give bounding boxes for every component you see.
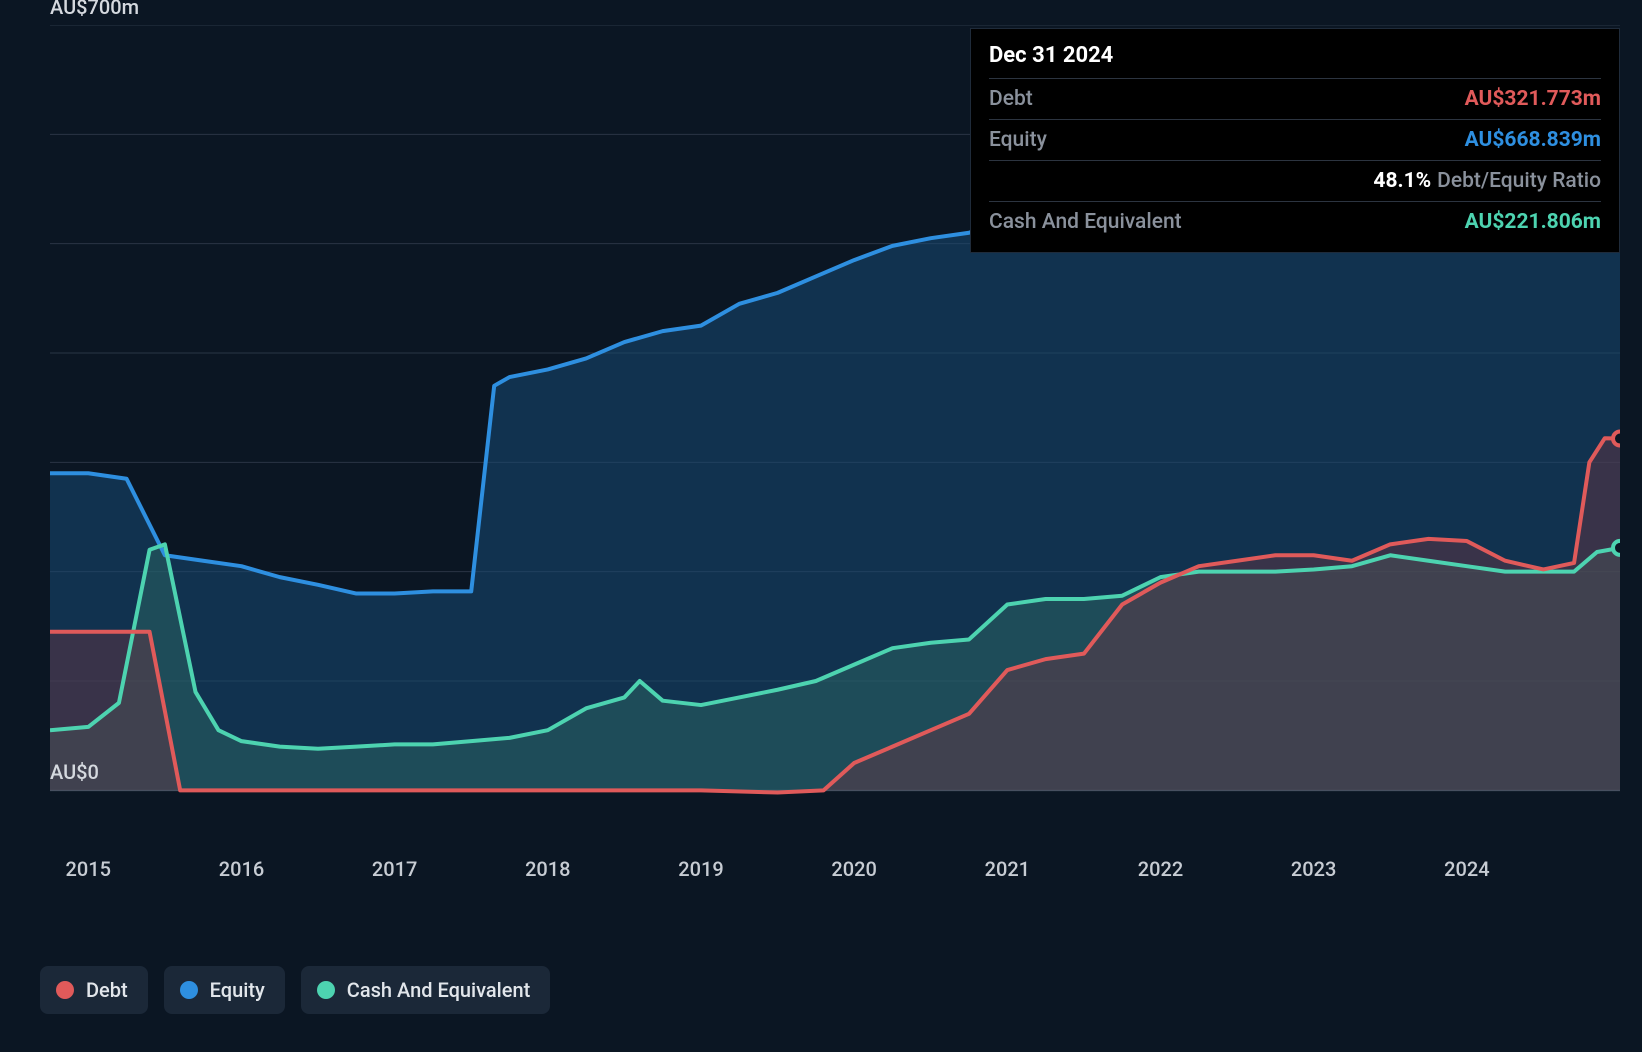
chart-legend: Debt Equity Cash And Equivalent bbox=[40, 966, 550, 1014]
tooltip-row-value: AU$668.839m bbox=[1465, 128, 1601, 152]
tooltip-row: Cash And Equivalent AU$221.806m bbox=[989, 201, 1601, 242]
tooltip-rows: Debt AU$321.773m Equity AU$668.839m 48.1%Deb… bbox=[989, 78, 1601, 242]
x-axis-label: 2015 bbox=[66, 857, 111, 881]
x-axis-label: 2017 bbox=[372, 857, 417, 881]
x-axis-label: 2022 bbox=[1138, 857, 1183, 881]
legend-item-debt[interactable]: Debt bbox=[40, 966, 148, 1014]
tooltip-row-value: AU$221.806m bbox=[1465, 210, 1601, 234]
legend-label: Equity bbox=[210, 978, 265, 1002]
x-axis-label: 2024 bbox=[1444, 857, 1489, 881]
tooltip-row-label: Cash And Equivalent bbox=[989, 210, 1182, 234]
legend-label: Cash And Equivalent bbox=[347, 978, 531, 1002]
chart-tooltip: Dec 31 2024 Debt AU$321.773m Equity AU$668.… bbox=[970, 28, 1620, 253]
cash-dot-icon bbox=[317, 981, 335, 999]
x-axis-label: 2018 bbox=[525, 857, 570, 881]
x-axis-label: 2019 bbox=[678, 857, 723, 881]
equity-dot-icon bbox=[180, 981, 198, 999]
debt-dot-icon bbox=[56, 981, 74, 999]
x-axis-label: 2016 bbox=[219, 857, 264, 881]
x-axis-label: 2021 bbox=[985, 857, 1030, 881]
legend-label: Debt bbox=[86, 978, 128, 1002]
tooltip-row-label: Equity bbox=[989, 128, 1047, 152]
tooltip-ratio: 48.1%Debt/Equity Ratio bbox=[1373, 169, 1601, 193]
x-axis-label: 2020 bbox=[831, 857, 876, 881]
tooltip-row-value: AU$321.773m bbox=[1465, 87, 1601, 111]
y-axis-label: AU$700m bbox=[50, 0, 139, 19]
tooltip-row: Equity AU$668.839m bbox=[989, 119, 1601, 160]
tooltip-ratio-row: 48.1%Debt/Equity Ratio bbox=[989, 160, 1601, 201]
tooltip-date: Dec 31 2024 bbox=[989, 43, 1601, 78]
tooltip-row: Debt AU$321.773m bbox=[989, 78, 1601, 119]
legend-item-cash[interactable]: Cash And Equivalent bbox=[301, 966, 551, 1014]
y-axis-label: AU$0 bbox=[50, 760, 99, 784]
tooltip-row-label: Debt bbox=[989, 87, 1033, 111]
legend-item-equity[interactable]: Equity bbox=[164, 966, 285, 1014]
x-axis-label: 2023 bbox=[1291, 857, 1336, 881]
